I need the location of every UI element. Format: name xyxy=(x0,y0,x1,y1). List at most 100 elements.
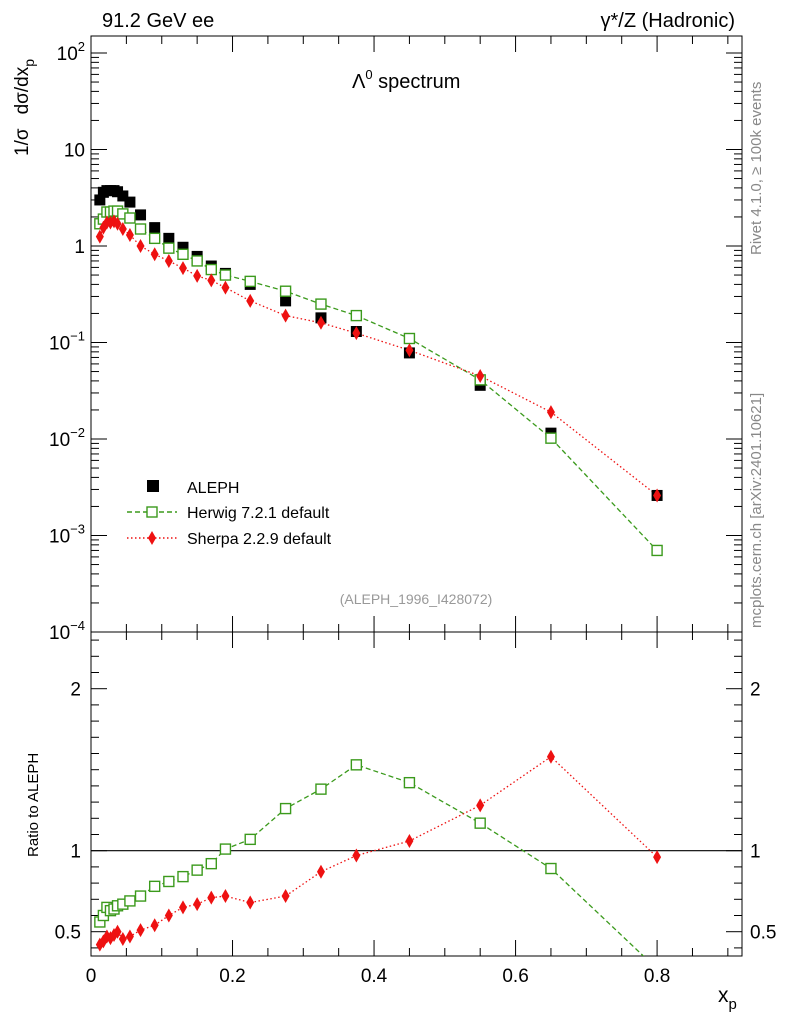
sherpa-point xyxy=(476,368,485,383)
sherpa-point xyxy=(316,315,325,330)
sherpa-point xyxy=(281,308,290,323)
herwig-ratio-point xyxy=(244,833,256,846)
sherpa-ratio-point xyxy=(476,798,485,813)
sherpa-point xyxy=(546,405,555,420)
ratio-y-tick-label-right: 2 xyxy=(750,680,761,701)
herwig-ratio-line xyxy=(99,764,645,956)
sherpa-ratio-point xyxy=(352,848,361,863)
y-tick-label: 10−3 xyxy=(49,521,85,547)
herwig-point xyxy=(205,263,217,276)
sherpa-point xyxy=(193,268,202,283)
herwig-ratio-point xyxy=(219,843,232,855)
herwig-point xyxy=(315,298,327,310)
ratio-y-tick-label: 2 xyxy=(70,680,81,701)
ratio-plot-frame xyxy=(90,631,743,957)
sherpa-line xyxy=(99,220,658,496)
sherpa-point xyxy=(125,227,134,242)
ratio-y-tick-label-right: 0.5 xyxy=(750,923,776,944)
aleph-point xyxy=(117,190,129,202)
herwig-ratio-point xyxy=(177,870,189,883)
sherpa-ratio-point xyxy=(281,889,290,904)
sherpa-point xyxy=(95,229,104,244)
legend-sherpa-label: Sherpa 2.2.9 default xyxy=(187,531,332,548)
ratio-y-tick-label-right: 1 xyxy=(750,842,761,863)
x-tick-label: 0.2 xyxy=(219,966,245,987)
ratio-y-axis-label: Ratio to ALEPH xyxy=(25,753,42,857)
sherpa-point xyxy=(653,488,662,503)
sherpa-ratio-point xyxy=(405,833,414,848)
y-tick-label: 10 xyxy=(64,140,85,161)
svg-text:1/σdσ/dxp: 1/σdσ/dxp xyxy=(12,59,37,156)
x-tick-label: 0.8 xyxy=(644,966,670,987)
sherpa-ratio-point xyxy=(207,890,216,905)
herwig-ratio-point xyxy=(134,890,147,902)
ratio-series-group xyxy=(94,749,662,956)
ratio-y-tick-label: 1 xyxy=(70,842,81,863)
herwig-ratio-point xyxy=(163,875,175,888)
sherpa-point xyxy=(113,216,122,231)
sherpa-point xyxy=(178,261,187,276)
herwig-ratio-point xyxy=(350,759,363,771)
main-chart-title: Λ0 spectrum xyxy=(352,67,460,93)
sherpa-ratio-point xyxy=(193,897,202,912)
legend-aleph-marker xyxy=(147,480,159,492)
y-tick-label: 10−2 xyxy=(49,425,85,451)
main-y-axis-label: 1/σdσ/dxp xyxy=(12,59,37,156)
aleph-point xyxy=(124,196,136,208)
sherpa-point xyxy=(405,343,414,358)
sherpa-point xyxy=(221,280,230,295)
header-left-label: 91.2 GeV ee xyxy=(102,10,214,32)
header-right-label: γ*/Z (Hadronic) xyxy=(601,10,735,32)
aleph-point xyxy=(135,209,147,221)
sherpa-ratio-point xyxy=(221,889,230,904)
plot-content: 102 10 1 10−1 10−2 10−3 10−4 0 0.2 0.4 0.6 0.8 0.5 0.… xyxy=(49,36,776,987)
herwig-point xyxy=(124,212,136,224)
sherpa-ratio-point xyxy=(316,864,325,879)
sherpa-ratio-point xyxy=(164,908,173,923)
sherpa-ratio-point xyxy=(125,929,134,944)
herwig-ratio-point xyxy=(205,857,217,870)
legend-herwig-label: Herwig 7.2.1 default xyxy=(187,505,330,522)
legend-sherpa-marker xyxy=(148,531,156,545)
sherpa-point xyxy=(164,253,173,268)
herwig-ratio-point xyxy=(545,862,557,875)
herwig-point xyxy=(219,269,232,281)
legend-herwig-marker xyxy=(146,506,158,518)
legend: ALEPH Herwig 7.2.1 default Sherpa 2.2.9 … xyxy=(127,480,332,548)
sherpa-ratio-point xyxy=(118,931,127,946)
y-tick-label: 10−1 xyxy=(49,328,85,354)
aleph-point xyxy=(163,232,175,244)
herwig-point xyxy=(134,223,147,235)
herwig-point xyxy=(279,285,292,297)
legend-aleph-label: ALEPH xyxy=(187,480,239,497)
herwig-ratio-point xyxy=(124,895,136,907)
herwig-point xyxy=(403,332,416,345)
sherpa-ratio-point xyxy=(113,924,122,939)
sherpa-ratio-point xyxy=(546,749,555,764)
analysis-watermark: (ALEPH_1996_I428072) xyxy=(340,591,493,607)
herwig-point xyxy=(148,232,161,245)
sherpa-point xyxy=(136,238,145,253)
herwig-ratio-point xyxy=(279,802,292,815)
herwig-ratio-point xyxy=(315,783,327,795)
herwig-ratio-point xyxy=(191,864,203,876)
herwig-point xyxy=(177,248,189,261)
x-tick-label: 0.4 xyxy=(361,966,388,987)
x-tick-label: 0.6 xyxy=(502,966,528,987)
mcplots-source-label: mcplots.cern.ch [arXiv:2401.10621] xyxy=(748,393,765,628)
herwig-ratio-point xyxy=(148,880,161,893)
rivet-version-label: Rivet 4.1.0, ≥ 100k events xyxy=(748,82,765,255)
sherpa-ratio-point xyxy=(246,895,255,910)
herwig-point xyxy=(350,309,363,322)
herwig-point xyxy=(545,432,557,444)
x-axis-label: xp xyxy=(718,984,737,1013)
herwig-point xyxy=(191,255,203,267)
herwig-point xyxy=(163,242,175,254)
sherpa-ratio-point xyxy=(136,923,145,938)
sherpa-ratio-point xyxy=(178,900,187,915)
sherpa-ratio-point xyxy=(653,850,662,865)
y-tick-label: 1 xyxy=(74,237,85,258)
aleph-point xyxy=(94,194,106,206)
sherpa-point xyxy=(246,293,255,308)
